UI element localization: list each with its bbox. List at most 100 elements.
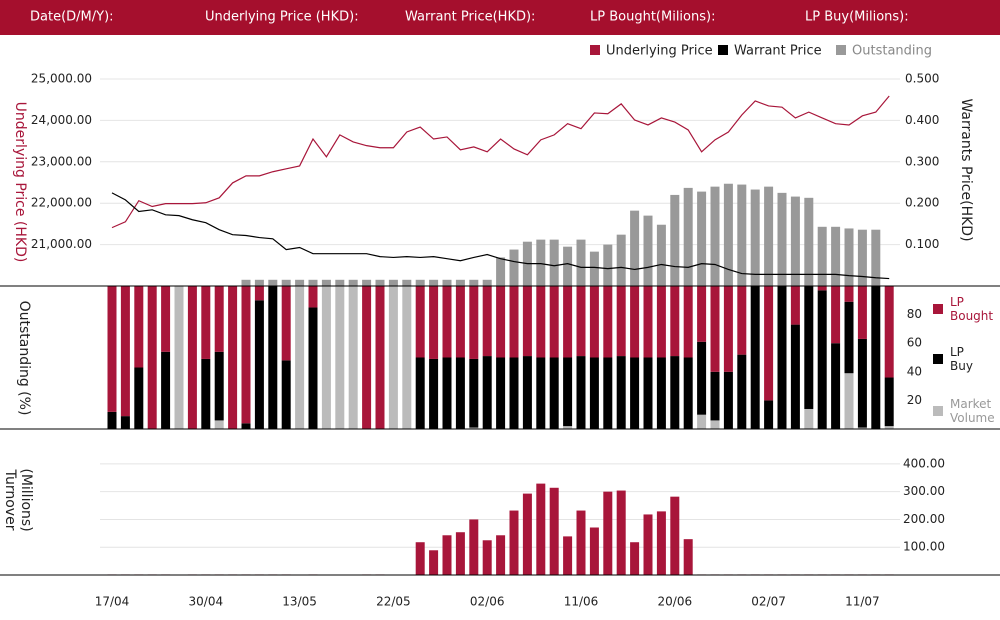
outstanding-bar xyxy=(697,191,707,286)
header-label: Warrant Price(HKD): xyxy=(405,10,535,25)
x-tick-label: 30/04 xyxy=(189,595,224,609)
legend-label: Outstanding xyxy=(852,44,932,59)
turnover-bar xyxy=(563,536,573,575)
stack-segment xyxy=(415,286,425,358)
stack-segment xyxy=(844,373,854,429)
stack-segment xyxy=(831,286,841,344)
stack-segment xyxy=(496,286,506,358)
stack-segment xyxy=(804,286,814,409)
stack-segment xyxy=(643,286,653,358)
outstanding-bar xyxy=(362,279,372,286)
turnover-bar xyxy=(549,487,559,575)
outstanding-bar xyxy=(723,183,733,286)
stack-segment xyxy=(804,408,814,429)
outstanding-bar xyxy=(737,184,747,286)
header-bar xyxy=(0,0,1000,35)
stack-segment xyxy=(214,420,224,429)
outstanding-bar xyxy=(750,189,760,286)
stack-segment xyxy=(201,286,211,359)
x-tick-label: 02/07 xyxy=(751,595,786,609)
stack-segment xyxy=(857,286,867,339)
legend-swatch xyxy=(933,304,943,314)
y-tick-label: 25,000.00 xyxy=(31,72,92,86)
y-axis-title: Outstanding (%) xyxy=(16,301,32,416)
stack-segment xyxy=(656,357,666,429)
stack-segment xyxy=(536,286,546,358)
stack-segment xyxy=(871,286,881,429)
turnover-bar xyxy=(442,535,452,575)
outstanding-bar xyxy=(496,257,506,286)
stack-segment xyxy=(723,371,733,429)
stack-segment xyxy=(134,367,144,429)
stack-segment xyxy=(549,286,559,358)
x-tick-label: 11/06 xyxy=(564,595,599,609)
stack-segment xyxy=(723,286,733,372)
y2-tick-label: 0.100 xyxy=(905,237,939,251)
stack-segment xyxy=(134,286,144,368)
turnover-bar xyxy=(482,540,492,575)
stack-segment xyxy=(442,357,452,429)
turnover-bar xyxy=(576,510,586,575)
outstanding-bar xyxy=(482,279,492,286)
stack-segment xyxy=(469,286,479,359)
stack-segment xyxy=(710,420,720,429)
y-tick-label: 60 xyxy=(907,336,922,350)
price-line xyxy=(111,95,890,229)
outstanding-bar xyxy=(589,251,599,286)
stack-segment xyxy=(616,286,626,357)
header-label: Date(D/M/Y): xyxy=(30,10,114,25)
stack-segment xyxy=(643,357,653,429)
outstanding-bar xyxy=(603,244,613,286)
stack-segment xyxy=(844,286,854,302)
stack-segment xyxy=(670,356,680,429)
outstanding-bar xyxy=(871,229,881,286)
y-tick-label: 300.00 xyxy=(903,484,945,498)
turnover-bar xyxy=(630,542,640,575)
outstanding-bar xyxy=(777,192,787,286)
stack-segment xyxy=(509,357,519,429)
outstanding-bar xyxy=(710,186,720,286)
turnover-bar xyxy=(589,527,599,575)
outstanding-bar xyxy=(549,239,559,286)
turnover-bar xyxy=(415,542,425,575)
stack-segment xyxy=(241,423,251,429)
outstanding-bar xyxy=(630,210,640,286)
stack-segment xyxy=(522,356,532,429)
y2-tick-label: 0.500 xyxy=(905,72,939,86)
outstanding-bar xyxy=(241,279,251,286)
stack-segment xyxy=(683,357,693,429)
stack-segment xyxy=(589,286,599,358)
stack-segment xyxy=(429,358,439,429)
stack-segment xyxy=(469,358,479,428)
stack-segment xyxy=(107,286,117,412)
outstanding-bar xyxy=(804,197,814,286)
outstanding-bar xyxy=(335,279,345,286)
stack-segment xyxy=(831,343,841,429)
stack-segment xyxy=(482,356,492,429)
outstanding-bar xyxy=(817,226,827,286)
stack-segment xyxy=(509,286,519,358)
stack-segment xyxy=(670,286,680,357)
turnover-bar xyxy=(429,550,439,575)
stack-segment xyxy=(817,290,827,429)
stack-segment xyxy=(697,286,707,342)
stack-segment xyxy=(790,324,800,429)
outstanding-bar xyxy=(790,196,800,286)
turnover-bar xyxy=(683,539,693,575)
outstanding-bar xyxy=(281,279,291,286)
x-tick-label: 13/05 xyxy=(282,595,317,609)
y-axis-title: Underlying Price (HKD) xyxy=(12,102,28,263)
stack-segment xyxy=(295,286,305,429)
stack-segment xyxy=(214,351,224,421)
stack-segment xyxy=(362,286,372,429)
outstanding-bar xyxy=(375,279,385,286)
stack-segment xyxy=(469,427,479,429)
stack-segment xyxy=(737,286,747,355)
legend-swatch xyxy=(933,354,943,364)
stack-segment xyxy=(482,286,492,357)
stack-segment xyxy=(120,416,130,429)
stack-segment xyxy=(281,286,291,361)
legend-swatch xyxy=(718,45,728,55)
outstanding-bar xyxy=(254,279,264,286)
